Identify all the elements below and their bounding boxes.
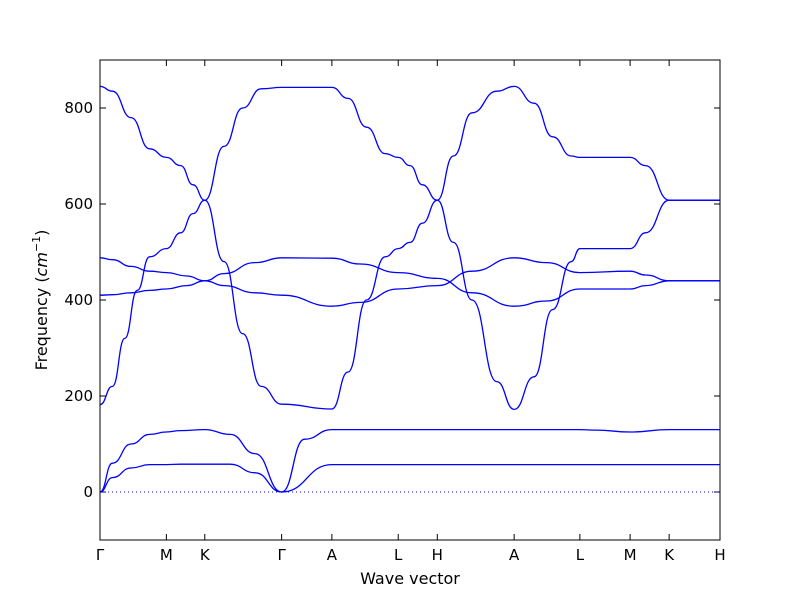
x-tick-label-4: A	[327, 546, 338, 564]
y-tick-label-1: 200	[64, 387, 93, 405]
dispersion-curves	[99, 85, 720, 493]
y-axis-title-text: Frequency	[32, 288, 51, 371]
y-axis-title-paren-open: (	[32, 276, 51, 287]
y-tick-label-4: 800	[64, 99, 93, 117]
x-tick-label-9: M	[624, 546, 637, 564]
x-tick-label-2: K	[200, 546, 211, 564]
branch-2	[99, 428, 720, 493]
branch-3	[99, 86, 720, 411]
x-tick-label-6: H	[432, 546, 443, 564]
branch-4	[99, 85, 720, 410]
x-tick-label-8: L	[576, 546, 585, 564]
x-axis-title: Wave vector	[360, 569, 460, 588]
y-tick-labels: 0 200 400 600 800	[64, 99, 720, 501]
y-tick-label-3: 600	[64, 195, 93, 213]
y-tick-label-2: 400	[64, 291, 93, 309]
plot-frame	[99, 59, 721, 541]
x-tick-label-5: L	[394, 546, 403, 564]
y-axis-title: Frequency (cm−1)	[30, 230, 51, 371]
x-tick-label-3: Γ	[277, 546, 286, 564]
x-tick-label-10: K	[664, 546, 675, 564]
x-tick-label-7: A	[509, 546, 520, 564]
x-tick-label-1: M	[160, 546, 173, 564]
y-axis-unit: cm	[32, 252, 51, 276]
branch-6	[99, 257, 720, 307]
branch-5	[99, 257, 720, 307]
x-tick-label-11: H	[714, 546, 725, 564]
y-axis-title-paren-close: )	[32, 230, 51, 236]
y-tick-label-0: 0	[83, 483, 93, 501]
y-axis-unit-exp: −1	[30, 236, 43, 252]
branch-1	[99, 463, 720, 493]
x-tick-label-0: Γ	[96, 546, 105, 564]
